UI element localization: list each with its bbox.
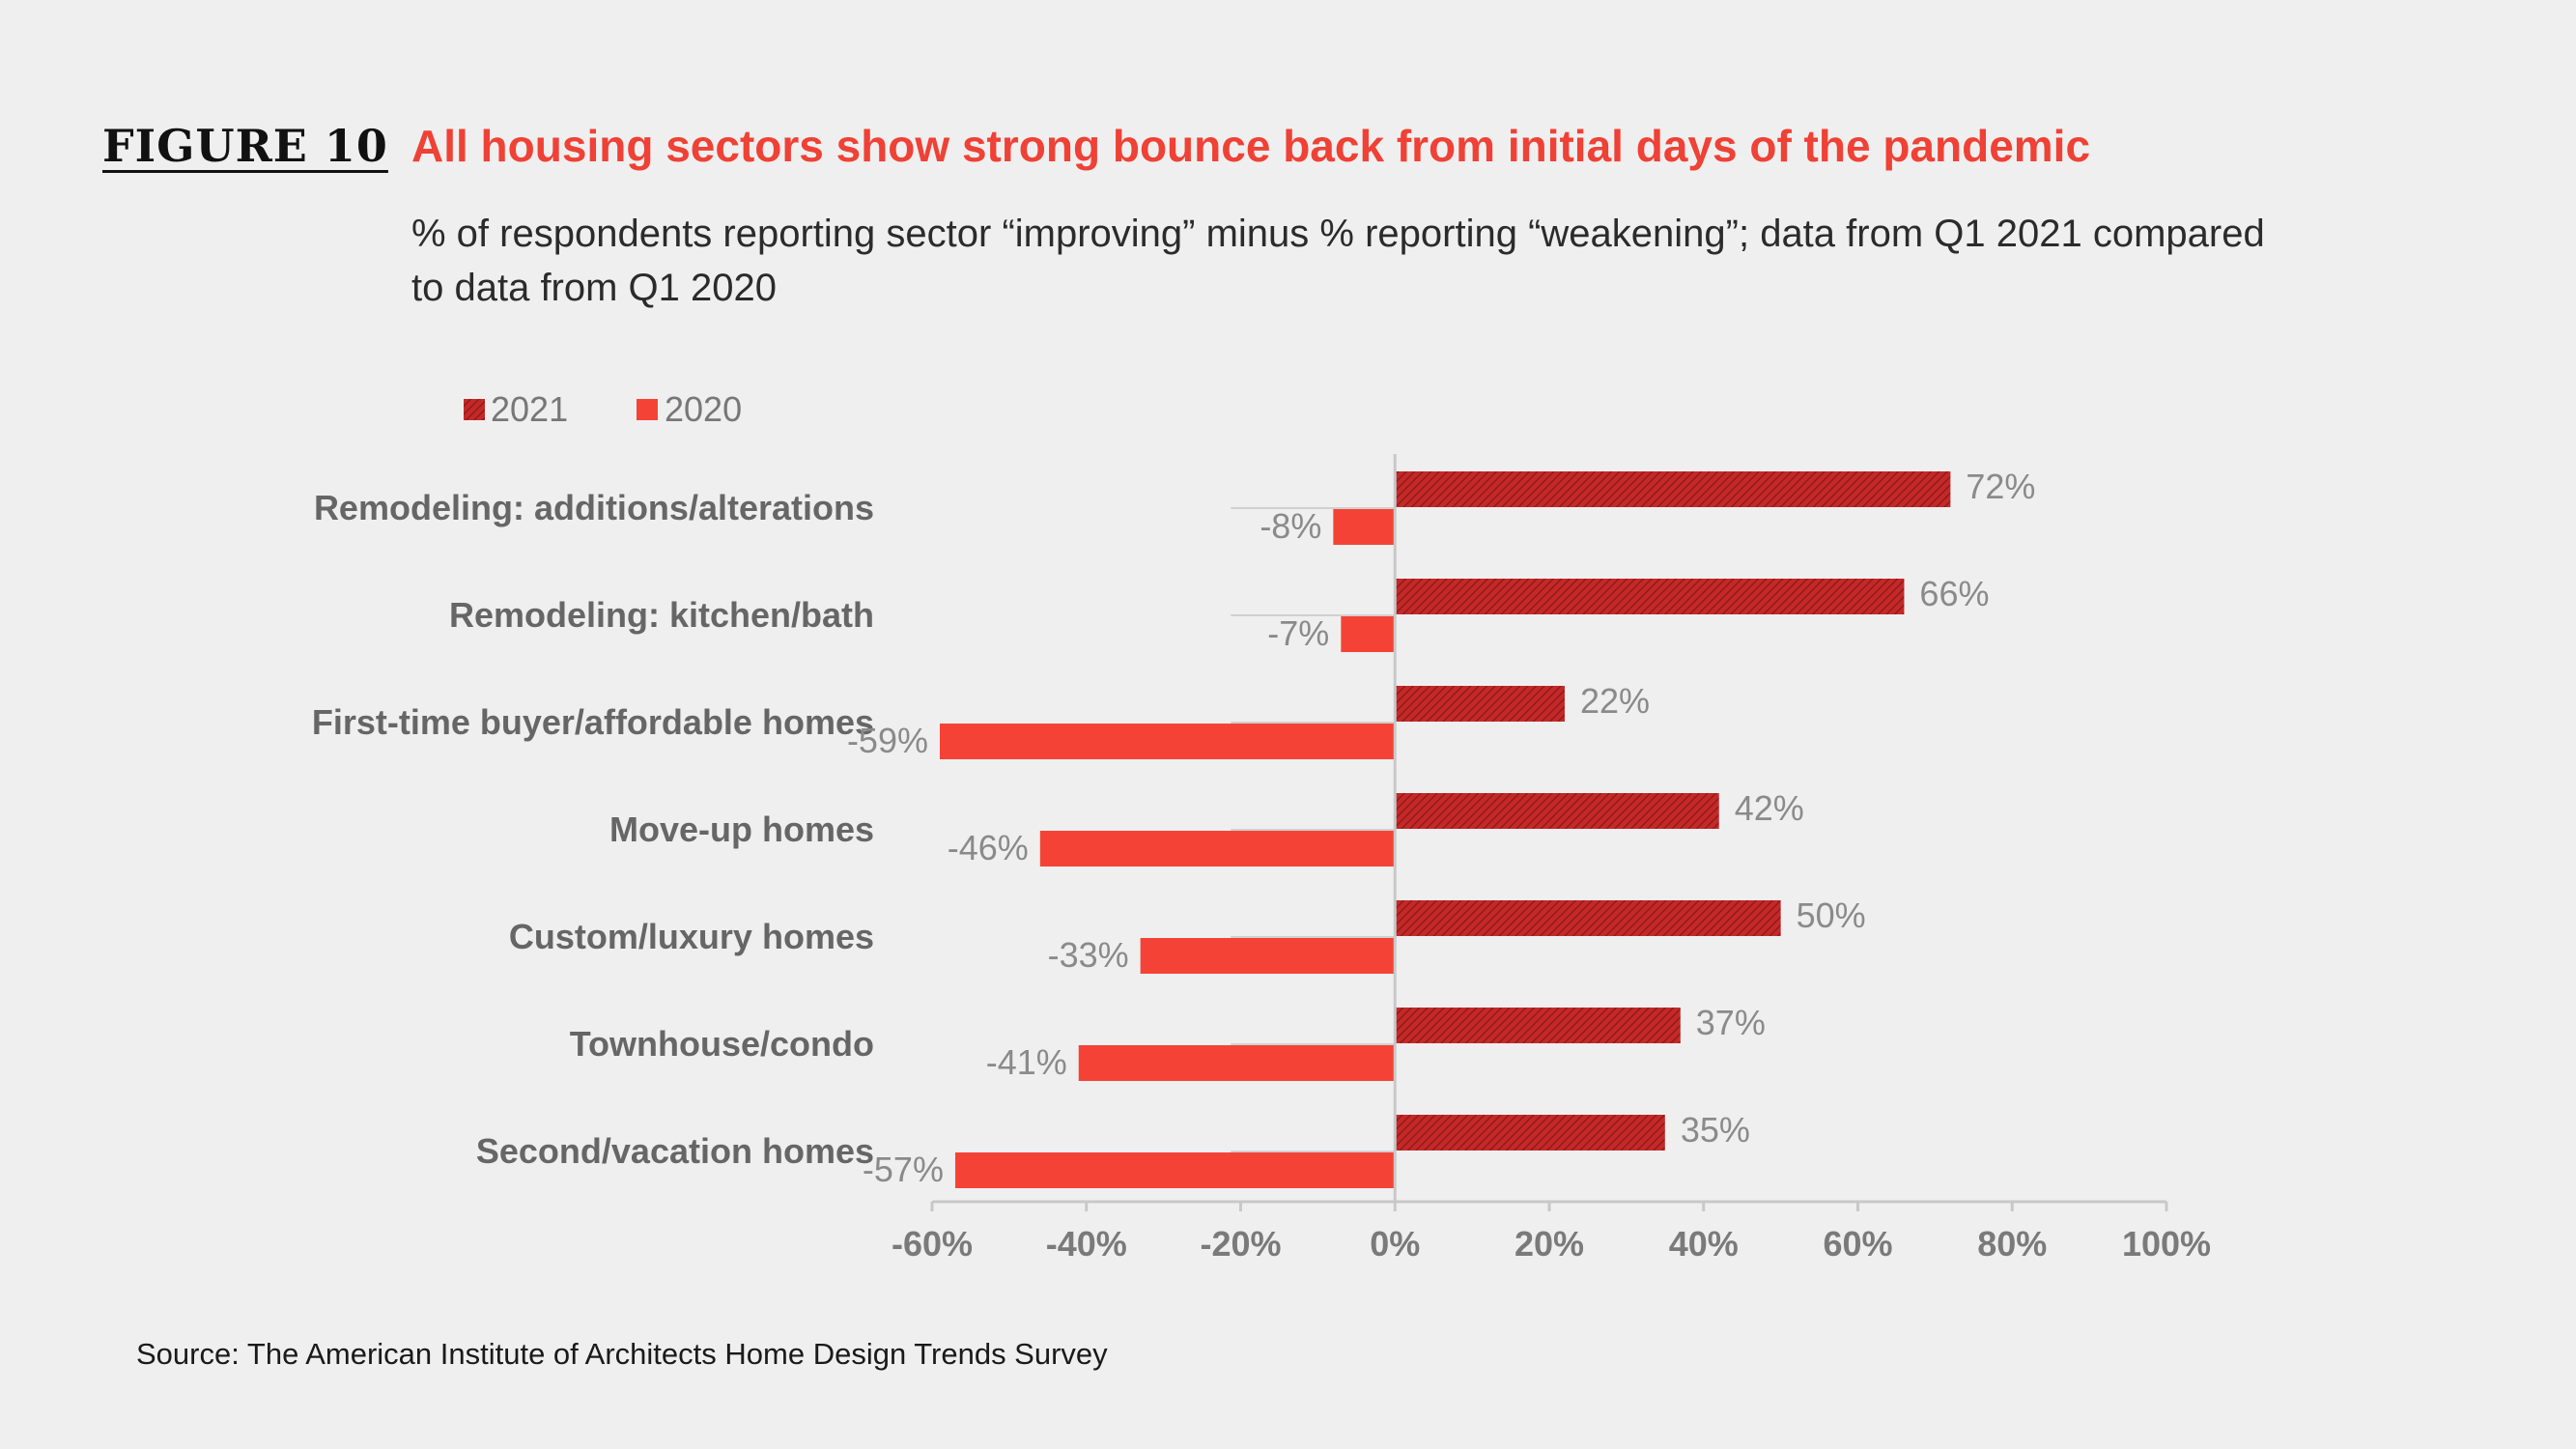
bar-2021 (1395, 471, 1951, 507)
bar-2020 (1140, 938, 1396, 974)
data-label-2020: -8% (1260, 506, 1321, 546)
data-label-2020: -57% (863, 1150, 944, 1189)
chart-legend: 2021 2020 (464, 389, 742, 429)
data-label-2021: 50% (1797, 895, 1866, 935)
x-tick-label: 0% (1370, 1224, 1420, 1264)
legend-swatch-2020 (637, 399, 658, 420)
x-tick-label: 60% (1823, 1224, 1892, 1264)
category-label: First-time buyer/affordable homes (312, 702, 874, 742)
x-tick-label: -20% (1200, 1224, 1281, 1264)
data-label-2021: 72% (1966, 467, 2035, 506)
data-label-2020: -59% (847, 721, 928, 760)
bar-2020 (954, 1152, 1396, 1188)
data-label-2020: -33% (1048, 935, 1129, 975)
bar-2021 (1395, 900, 1781, 936)
bar-2021 (1395, 1115, 1665, 1151)
x-axis: -60% -40% -20% 0% 20% 40% 60% 80% 100% (892, 454, 2211, 1264)
legend-label-2020: 2020 (665, 389, 742, 429)
category-label: Move-up homes (609, 810, 874, 849)
category-label: Remodeling: additions/alterations (314, 488, 874, 527)
data-label-2021: 66% (1919, 574, 1989, 613)
category-label: Remodeling: kitchen/bath (449, 595, 874, 635)
bar-2021 (1395, 793, 1719, 829)
bars-group: Remodeling: additions/alterations 72% -8% R… (312, 467, 2036, 1189)
category-label: Second/vacation homes (476, 1131, 874, 1171)
x-tick-label: 40% (1669, 1224, 1739, 1264)
x-tick-label: 20% (1514, 1224, 1584, 1264)
category-label: Townhouse/condo (570, 1024, 874, 1064)
bar-2020 (1078, 1045, 1396, 1081)
source-note: Source: The American Institute of Archit… (136, 1337, 1108, 1371)
legend-label-2021: 2021 (491, 389, 568, 429)
bar-2020 (1039, 831, 1396, 867)
bar-2020 (939, 724, 1396, 759)
x-tick-label: 100% (2122, 1224, 2211, 1264)
bar-2021 (1395, 579, 1905, 614)
data-label-2021: 42% (1735, 788, 1804, 828)
figure-label: FIGURE 10 (102, 120, 388, 172)
data-label-2021: 35% (1681, 1110, 1750, 1150)
data-label-2021: 37% (1696, 1003, 1766, 1042)
x-tick-label: -60% (892, 1224, 973, 1264)
data-label-2021: 22% (1580, 681, 1650, 721)
bar-2021 (1395, 686, 1565, 722)
x-tick-label: 80% (1977, 1224, 2047, 1264)
category-label: Custom/luxury homes (509, 917, 874, 956)
bar-2020 (1333, 509, 1396, 545)
bar-2021 (1395, 1008, 1681, 1043)
data-label-2020: -7% (1267, 613, 1329, 653)
chart-title: All housing sectors show strong bounce b… (411, 121, 2091, 171)
chart-subtitle: % of respondents reporting sector “impro… (411, 213, 2265, 309)
bar-2020 (1341, 616, 1396, 652)
x-tick-label: -40% (1046, 1224, 1127, 1264)
data-label-2020: -41% (986, 1042, 1067, 1082)
legend-swatch-2021 (464, 399, 485, 420)
data-label-2020: -46% (948, 828, 1029, 867)
